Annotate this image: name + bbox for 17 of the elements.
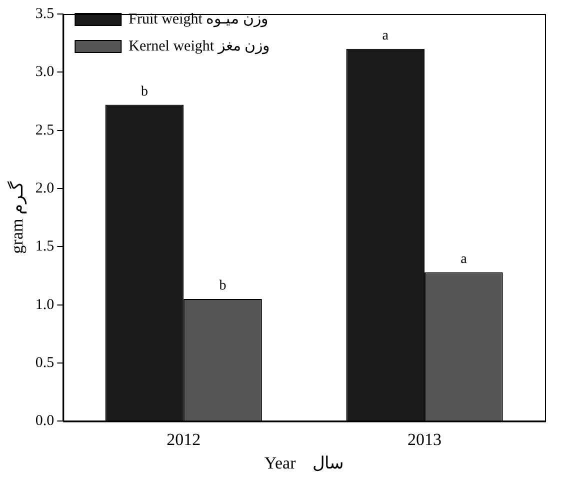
- y-tick-label: 1.0: [35, 296, 54, 313]
- y-tick-label: 3.5: [35, 6, 54, 22]
- x-tick-label: 2012: [166, 430, 201, 449]
- data-label: a: [382, 28, 390, 44]
- y-tick-label: 0.0: [35, 413, 54, 430]
- x-axis-title: Year سال: [264, 453, 344, 472]
- y-axis-title: gram گـرم: [6, 180, 28, 254]
- y-tick-label: 0.5: [35, 354, 54, 371]
- data-label: a: [460, 252, 468, 267]
- legend-label: Kernel weight وزن مغز: [128, 38, 270, 54]
- x-tick-label: 2013: [408, 430, 442, 449]
- y-tick-label: 3.0: [35, 64, 54, 80]
- y-tick-label: 2.5: [35, 122, 54, 138]
- data-label: b: [219, 278, 226, 294]
- data-label: b: [140, 84, 148, 100]
- y-tick-label: 2.0: [35, 180, 54, 196]
- y-tick-label: 1.5: [35, 238, 54, 255]
